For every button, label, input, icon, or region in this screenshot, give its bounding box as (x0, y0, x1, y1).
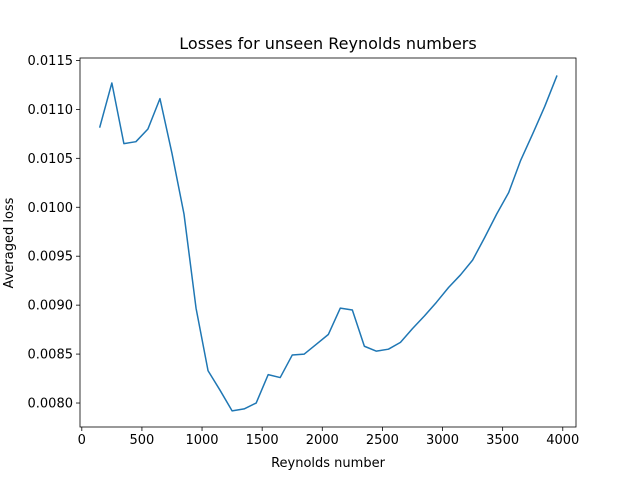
y-tick-label: 0.0100 (28, 201, 74, 216)
x-tick-label: 2500 (366, 433, 399, 448)
x-tick-label: 0 (78, 433, 86, 448)
y-tick-label: 0.0110 (28, 103, 74, 118)
x-tick-label: 500 (130, 433, 155, 448)
series-line-0 (98, 75, 558, 412)
x-axis-label: Reynolds number (271, 456, 385, 471)
y-axis-label: Averaged loss (2, 197, 17, 288)
y-tick-label: 0.0095 (28, 250, 74, 265)
plot-area: 0 500 1000 1500 2000 2500 3000 3500 4000 0.0080 0.… (28, 54, 580, 448)
x-tick-label: 4000 (546, 433, 579, 448)
chart-title: Losses for unseen Reynolds numbers (179, 34, 476, 53)
x-tick-label: 1500 (246, 433, 279, 448)
x-tick-label: 1000 (185, 433, 218, 448)
y-tick-label: 0.0115 (28, 54, 74, 69)
y-tick-label: 0.0090 (28, 299, 74, 314)
axes-frame (79, 57, 577, 428)
x-tick-label: 3000 (426, 433, 459, 448)
x-tick-label: 2000 (306, 433, 339, 448)
y-tick-label: 0.0105 (28, 152, 74, 167)
y-tick-label: 0.0080 (28, 397, 74, 412)
y-tick-label: 0.0085 (28, 348, 74, 363)
x-tick-label: 3500 (486, 433, 519, 448)
